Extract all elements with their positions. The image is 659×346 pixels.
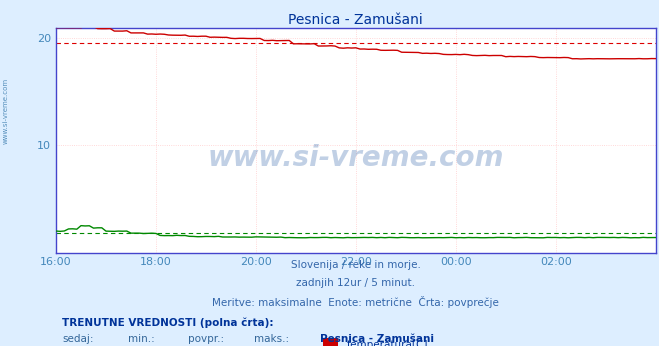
Title: Pesnica - Zamušani: Pesnica - Zamušani [289,12,423,27]
Text: povpr.:: povpr.: [188,334,224,344]
Text: Pesnica - Zamušani: Pesnica - Zamušani [320,334,434,344]
Text: www.si-vreme.com: www.si-vreme.com [2,78,9,144]
Text: TRENUTNE VREDNOSTI (polna črta):: TRENUTNE VREDNOSTI (polna črta): [62,317,273,328]
Text: Meritve: maksimalne  Enote: metrične  Črta: povprečje: Meritve: maksimalne Enote: metrične Črta… [212,296,500,308]
Text: www.si-vreme.com: www.si-vreme.com [208,144,504,172]
Text: min.:: min.: [128,334,155,344]
Bar [323,338,338,346]
Text: sedaj:: sedaj: [62,334,94,344]
Text: Slovenija / reke in morje.: Slovenija / reke in morje. [291,260,421,270]
Text: temperatura[C]: temperatura[C] [347,340,428,346]
Text: zadnjih 12ur / 5 minut.: zadnjih 12ur / 5 minut. [297,278,415,288]
Text: maks.:: maks.: [254,334,289,344]
